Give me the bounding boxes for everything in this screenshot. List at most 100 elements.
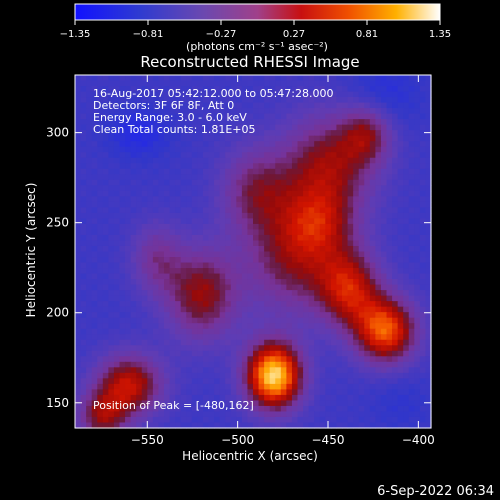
heatmap-cell xyxy=(108,251,115,258)
heatmap-cell xyxy=(180,201,187,208)
heatmap-cell xyxy=(214,339,221,346)
heatmap-cell xyxy=(330,317,338,324)
heatmap-cell xyxy=(364,91,371,98)
heatmap-cell xyxy=(303,245,310,253)
heatmap-cell xyxy=(264,174,271,181)
heatmap-cell xyxy=(314,86,321,93)
heatmap-cell xyxy=(297,201,304,208)
heatmap-cell xyxy=(364,108,371,115)
heatmap-cell xyxy=(214,119,221,126)
heatmap-cell xyxy=(303,201,310,208)
heatmap-cell xyxy=(191,361,198,368)
heatmap-cell xyxy=(202,372,210,379)
heatmap-cell xyxy=(119,212,126,220)
heatmap-cell xyxy=(191,91,198,98)
heatmap-cell xyxy=(269,91,276,98)
heatmap-cell xyxy=(136,130,143,137)
heatmap-cell xyxy=(269,207,276,214)
plot-frame xyxy=(74,74,432,429)
heatmap-cell xyxy=(253,174,260,181)
heatmap-cell xyxy=(80,207,87,214)
heatmap-cell xyxy=(91,207,98,214)
heatmap-cell xyxy=(253,240,260,247)
heatmap-cell xyxy=(169,262,176,269)
heatmap-cell xyxy=(86,201,93,208)
heatmap-cell xyxy=(369,389,376,396)
heatmap-cell xyxy=(280,268,287,275)
heatmap-cell xyxy=(325,190,332,197)
heatmap-cell xyxy=(191,212,198,220)
heatmap-cell xyxy=(152,372,160,379)
heatmap-cell xyxy=(136,262,143,269)
heatmap-cell xyxy=(392,295,399,302)
heatmap-cell xyxy=(230,157,237,164)
heatmap-cell xyxy=(330,196,338,203)
heatmap-cell xyxy=(214,268,221,275)
heatmap-cell xyxy=(219,262,226,269)
heatmap-cell xyxy=(419,240,427,247)
heatmap-cell xyxy=(347,328,354,335)
heatmap-cell xyxy=(314,328,321,335)
heatmap-cell xyxy=(102,356,109,363)
heatmap-cell xyxy=(80,378,87,385)
colorbar-units: (photons cm⁻² s⁻¹ asec⁻²) xyxy=(186,40,328,53)
heatmap-cell xyxy=(191,350,198,357)
heatmap-cell xyxy=(230,80,237,87)
heatmap-cell xyxy=(275,334,282,341)
heatmap-cell xyxy=(175,234,182,242)
heatmap-cell xyxy=(291,361,299,368)
heatmap-cell xyxy=(258,328,265,335)
heatmap-cell xyxy=(419,141,427,148)
heatmap-cell xyxy=(202,196,210,203)
heatmap-cell xyxy=(241,383,249,390)
heatmap-cell xyxy=(130,146,137,153)
heatmap-cell xyxy=(303,328,310,335)
heatmap-cell xyxy=(208,295,215,302)
heatmap-cell xyxy=(247,367,254,374)
heatmap-cell xyxy=(375,323,382,330)
heatmap-cell xyxy=(364,229,371,236)
heatmap-cell xyxy=(358,416,365,424)
heatmap-cell xyxy=(136,185,143,192)
heatmap-cell xyxy=(291,356,299,363)
heatmap-cell xyxy=(325,279,332,286)
heatmap-cell xyxy=(408,157,415,164)
heatmap-cell xyxy=(291,141,299,148)
heatmap-cell xyxy=(392,212,399,220)
heatmap-cell xyxy=(297,257,304,264)
heatmap-cell xyxy=(303,218,310,225)
heatmap-cell xyxy=(230,389,237,396)
heatmap-cell xyxy=(197,328,204,335)
heatmap-cell xyxy=(75,361,82,368)
heatmap-cell xyxy=(380,273,388,280)
heatmap-cell xyxy=(280,218,287,225)
heatmap-cell xyxy=(403,80,410,87)
heatmap-cell xyxy=(369,141,376,148)
heatmap-cell xyxy=(225,339,232,346)
heatmap-cell xyxy=(403,334,410,341)
heatmap-cell xyxy=(386,97,393,104)
heatmap-cell xyxy=(280,86,287,93)
heatmap-cell xyxy=(408,119,415,126)
heatmap-cell xyxy=(91,378,98,385)
heatmap-cell xyxy=(342,229,349,236)
heatmap-cell xyxy=(102,383,109,390)
heatmap-cell xyxy=(219,295,226,302)
heatmap-cell xyxy=(380,257,388,264)
heatmap-cell xyxy=(197,416,204,424)
heatmap-cell xyxy=(197,130,204,137)
heatmap-cell xyxy=(191,394,198,402)
heatmap-cell xyxy=(130,91,137,98)
heatmap-cell xyxy=(330,339,338,346)
heatmap-cell xyxy=(108,108,115,115)
heatmap-cell xyxy=(147,356,154,363)
heatmap-cell xyxy=(342,75,349,82)
heatmap-cell xyxy=(241,416,249,424)
heatmap-cell xyxy=(375,378,382,385)
heatmap-cell xyxy=(347,273,354,280)
heatmap-cell xyxy=(347,345,354,352)
heatmap-cell xyxy=(342,416,349,424)
heatmap-cell xyxy=(403,185,410,192)
heatmap-cell xyxy=(236,75,243,82)
heatmap-cell xyxy=(253,201,260,208)
